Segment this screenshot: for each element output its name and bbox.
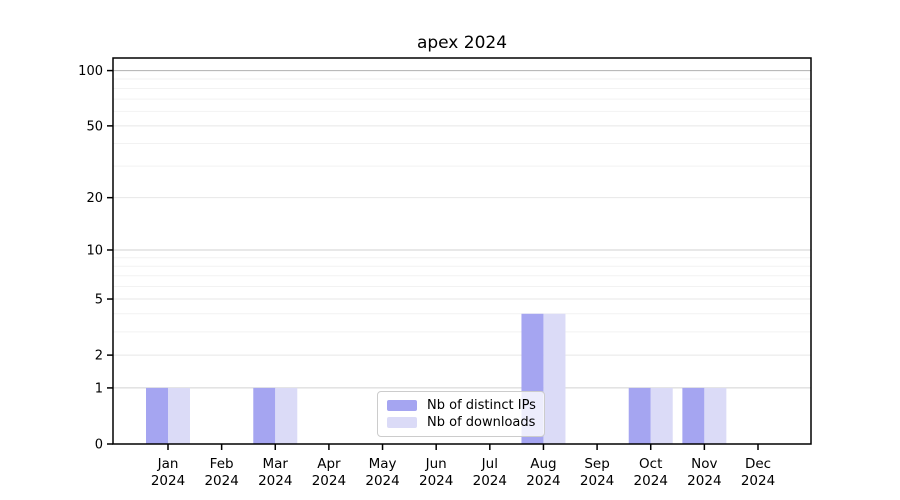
bar-nb-of-distinct-ips-nov <box>682 387 705 444</box>
bar-nb-of-distinct-ips-jan <box>146 387 168 444</box>
x-tick-label-year: 2024 <box>312 473 346 489</box>
x-tick-label-month: Jul <box>481 456 498 472</box>
chart-title: apex 2024 <box>416 33 508 53</box>
legend-item-downloads: Nb of downloads <box>387 415 536 430</box>
x-tick-label-month: Dec <box>745 456 771 472</box>
legend-swatch-distinct-ips <box>387 400 417 411</box>
bar-nb-of-downloads-nov <box>704 387 727 444</box>
x-tick-label-year: 2024 <box>473 473 507 489</box>
x-tick-label-year: 2024 <box>580 473 614 489</box>
x-tick-label-month: Nov <box>691 456 717 472</box>
x-tick-label-year: 2024 <box>258 473 292 489</box>
x-tick-label-month: Jan <box>157 456 179 472</box>
x-tick-label-year: 2024 <box>634 473 668 489</box>
legend-label-downloads: Nb of downloads <box>427 415 536 430</box>
x-tick-label-year: 2024 <box>151 473 185 489</box>
legend-swatch-downloads <box>387 417 417 428</box>
x-tick-label-month: May <box>369 456 397 472</box>
x-tick-label-year: 2024 <box>419 473 453 489</box>
x-tick-label-month: Sep <box>584 456 609 472</box>
legend-label-distinct-ips: Nb of distinct IPs <box>427 398 536 413</box>
x-tick-label-month: Oct <box>639 456 662 472</box>
x-tick-label-year: 2024 <box>365 473 399 489</box>
y-tick-label: 10 <box>86 243 103 258</box>
bar-nb-of-downloads-jan <box>168 387 190 444</box>
bar-nb-of-downloads-mar <box>275 387 298 444</box>
x-tick-label-year: 2024 <box>741 473 775 489</box>
legend-item-distinct-ips: Nb of distinct IPs <box>387 398 536 413</box>
y-tick-label: 0 <box>95 438 103 453</box>
bar-nb-of-downloads-aug <box>543 313 566 444</box>
y-tick-label: 1 <box>95 381 103 396</box>
x-tick-label-year: 2024 <box>204 473 238 489</box>
y-tick-label: 5 <box>95 293 103 308</box>
x-tick-label-month: Jun <box>425 456 447 472</box>
legend: Nb of distinct IPs Nb of downloads <box>377 391 545 437</box>
x-tick-label-month: Mar <box>263 456 289 472</box>
y-tick-label: 100 <box>78 64 103 79</box>
x-tick-label-month: Apr <box>317 456 341 472</box>
bar-nb-of-distinct-ips-oct <box>628 387 651 444</box>
x-tick-label-month: Feb <box>210 456 234 472</box>
bar-nb-of-downloads-oct <box>650 387 673 444</box>
x-tick-label-year: 2024 <box>687 473 721 489</box>
y-tick-label: 2 <box>95 349 103 364</box>
y-tick-label: 20 <box>86 191 103 206</box>
bar-nb-of-distinct-ips-mar <box>253 387 276 444</box>
plot-frame <box>112 57 812 445</box>
x-tick-label-month: Aug <box>530 456 556 472</box>
x-tick-label-year: 2024 <box>526 473 560 489</box>
y-tick-label: 50 <box>86 119 103 134</box>
